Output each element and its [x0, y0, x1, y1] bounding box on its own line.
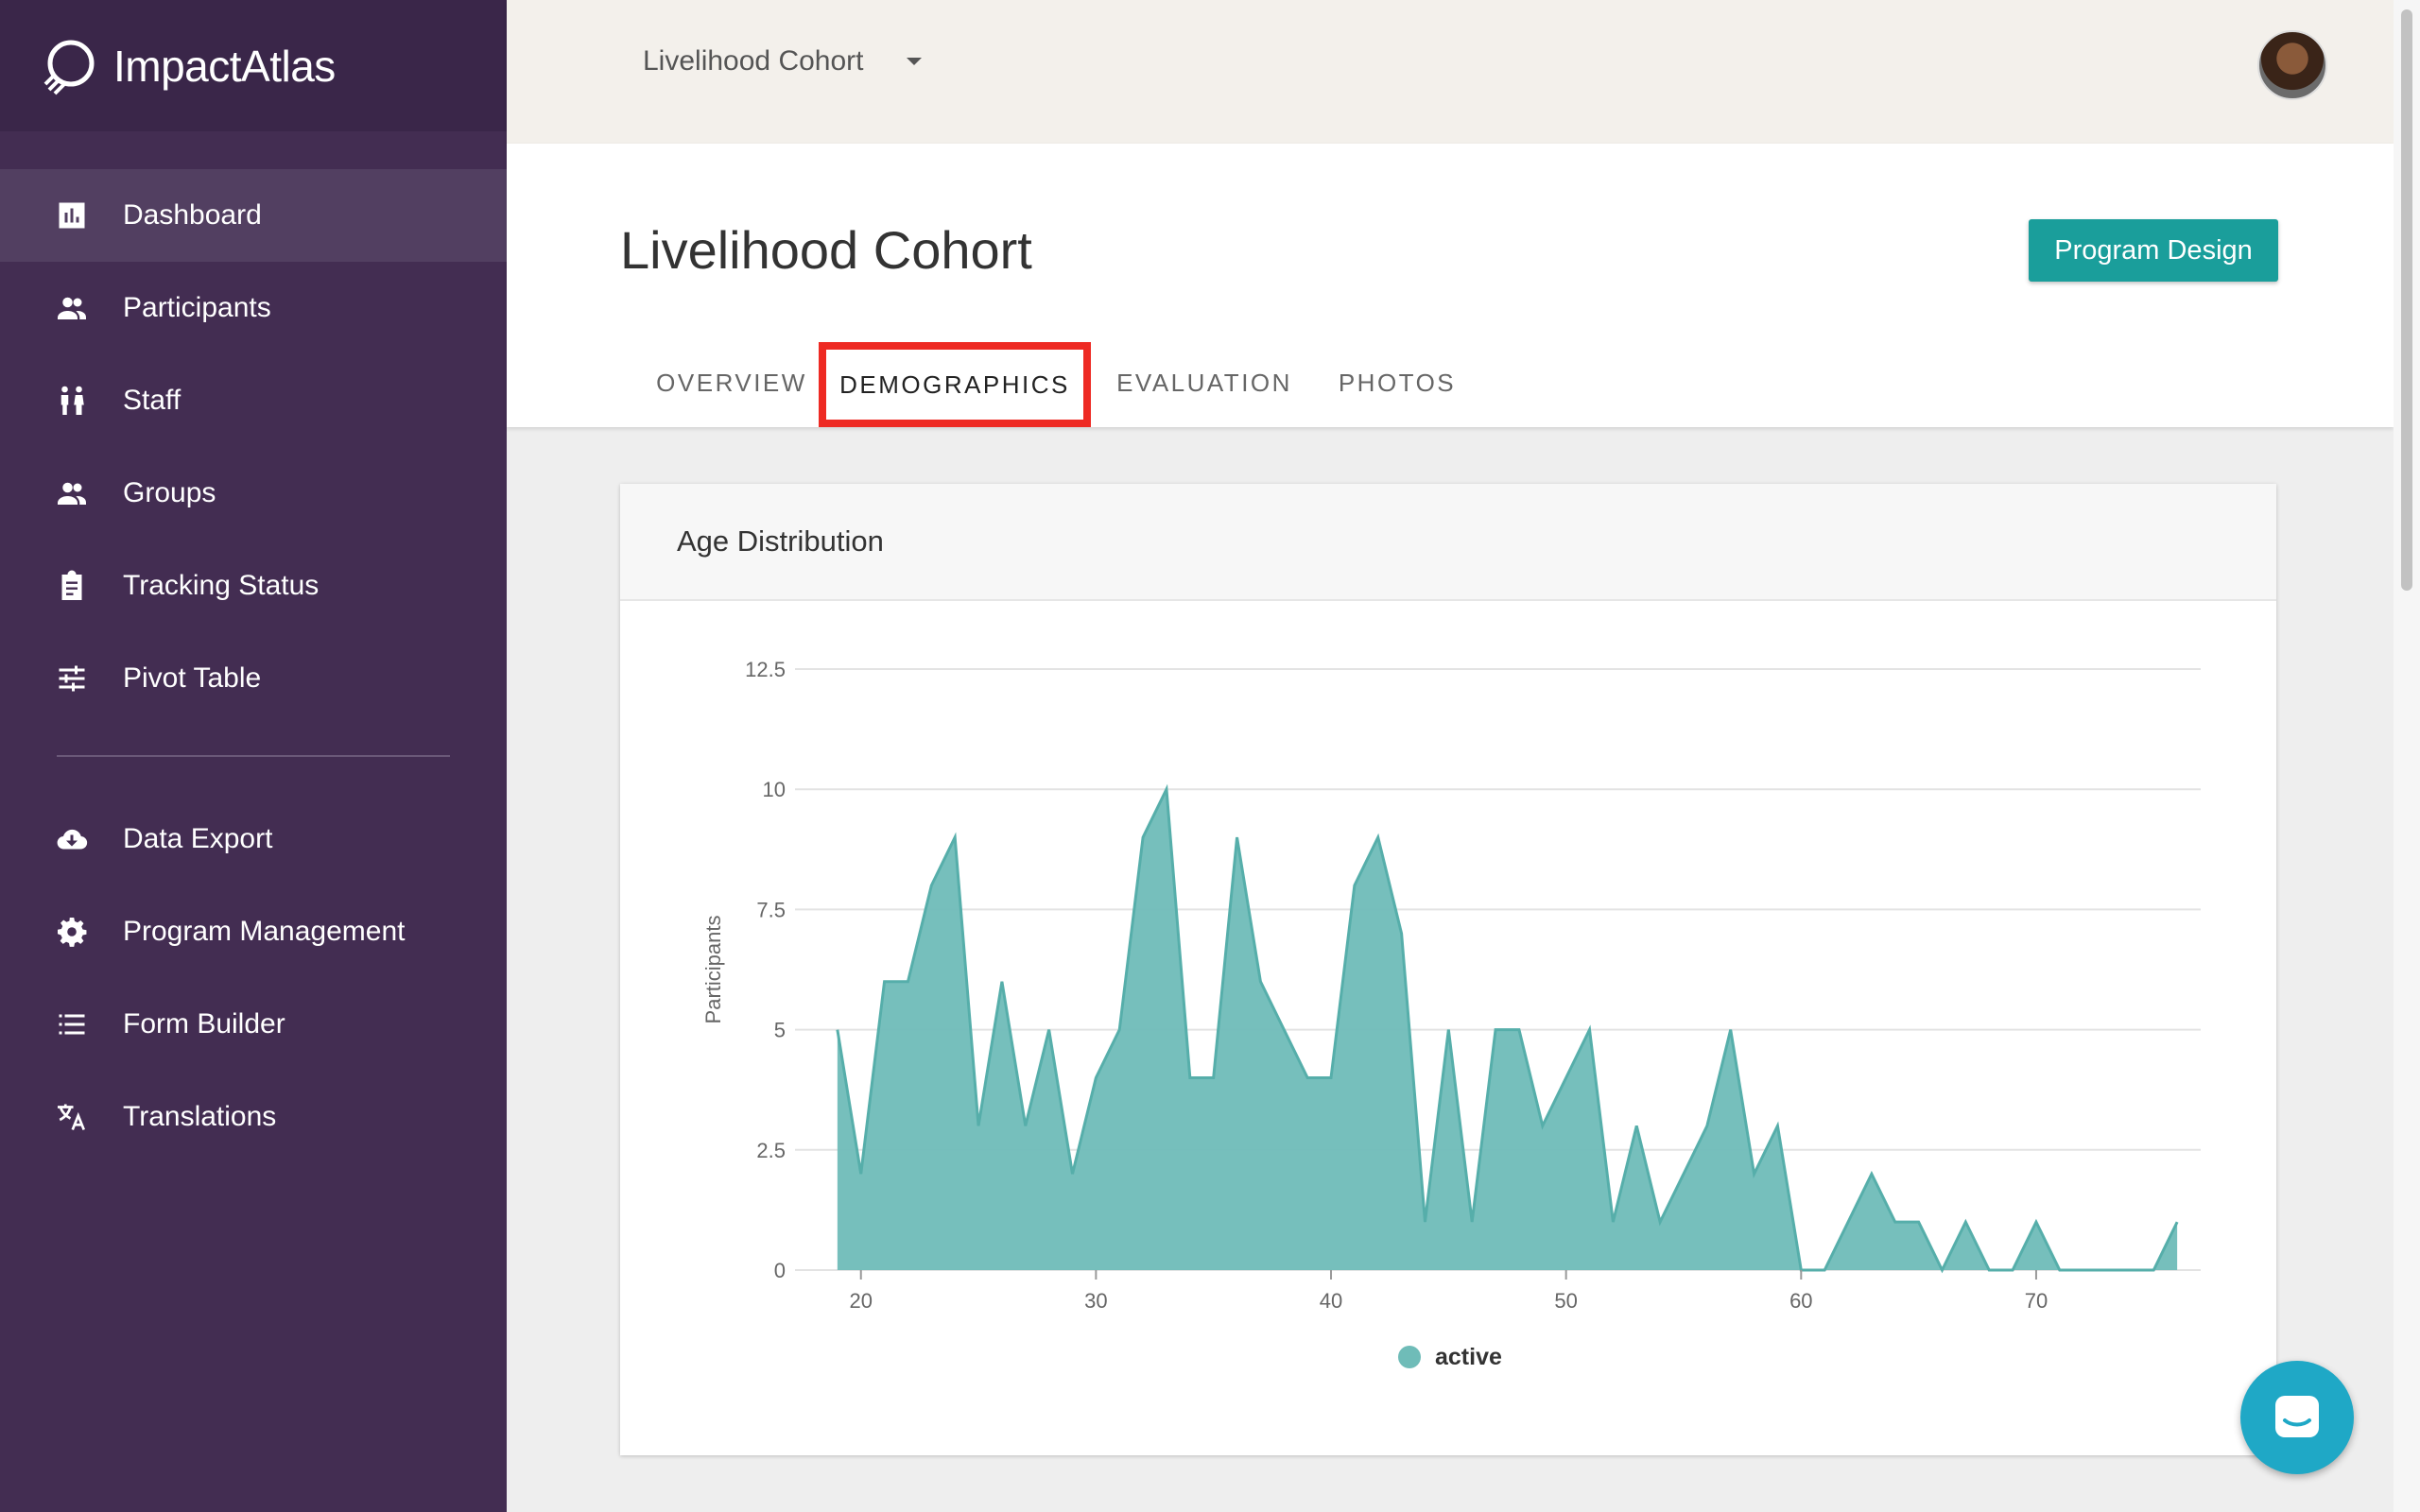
legend-label: active	[1435, 1344, 1502, 1370]
sidebar-item-label: Translations	[123, 1101, 277, 1132]
legend-marker	[1398, 1346, 1421, 1368]
y-tick-label: 0	[774, 1259, 786, 1282]
sidebar-nav: Dashboard Participants Staff Groups Trac…	[0, 169, 507, 1163]
top-bar: Livelihood Cohort	[507, 0, 2394, 144]
chat-icon	[2275, 1396, 2319, 1437]
tab-photos[interactable]: PHOTOS	[1338, 369, 1457, 397]
user-avatar[interactable]	[2257, 30, 2327, 100]
cohort-select[interactable]: Livelihood Cohort	[643, 45, 923, 77]
people-icon	[53, 289, 91, 327]
chat-widget-button[interactable]	[2240, 1361, 2354, 1474]
age-distribution-card: Age Distribution 0 2.5 5 7.5 10 12.5 20 30 40 50 6…	[620, 484, 2276, 1455]
page-title: Livelihood Cohort	[620, 220, 1032, 280]
sidebar-item-label: Pivot Table	[123, 662, 262, 694]
sidebar-item-staff[interactable]: Staff	[0, 354, 507, 447]
caret-down-icon	[907, 58, 923, 65]
tab-overview[interactable]: OVERVIEW	[656, 369, 807, 397]
y-tick-label: 7.5	[756, 898, 786, 921]
y-tick-label: 2.5	[756, 1139, 786, 1162]
y-tick-label: 12.5	[745, 658, 786, 681]
area-series-line	[836, 783, 2179, 1274]
brand[interactable]: ImpactAtlas	[0, 0, 507, 131]
sidebar-item-participants[interactable]: Participants	[0, 262, 507, 354]
page-header: Livelihood Cohort Program Design OVERVIE…	[507, 144, 2394, 427]
sidebar-item-tracking-status[interactable]: Tracking Status	[0, 540, 507, 632]
brand-name: ImpactAtlas	[113, 41, 336, 91]
age-distribution-chart: 0 2.5 5 7.5 10 12.5 20 30 40 50 60 70 Participants ac…	[701, 658, 2201, 1370]
tab-bar: OVERVIEW DEMOGRAPHICS EVALUATION PHOTOS	[507, 342, 2394, 427]
sidebar-item-label: Participants	[123, 292, 271, 323]
program-design-button[interactable]: Program Design	[2029, 219, 2278, 282]
gear-icon	[53, 913, 91, 951]
scrollbar-thumb[interactable]	[2401, 9, 2412, 591]
sidebar-item-label: Dashboard	[123, 199, 262, 231]
sidebar-item-translations[interactable]: Translations	[0, 1071, 507, 1163]
translate-icon	[53, 1098, 91, 1136]
impactatlas-logo-icon	[43, 40, 95, 94]
y-tick-label: 10	[763, 778, 786, 801]
cohort-select-value: Livelihood Cohort	[643, 45, 864, 77]
x-tick-label: 20	[849, 1289, 872, 1313]
y-tick-label: 5	[774, 1019, 786, 1042]
sidebar-item-form-builder[interactable]: Form Builder	[0, 978, 507, 1071]
tab-evaluation[interactable]: EVALUATION	[1116, 369, 1292, 397]
sidebar-item-label: Form Builder	[123, 1008, 285, 1040]
bar-chart-icon	[53, 197, 91, 234]
sidebar-item-label: Data Export	[123, 823, 273, 854]
staff-icon	[53, 382, 91, 420]
x-tick-label: 60	[1789, 1289, 1812, 1313]
sidebar-item-dashboard[interactable]: Dashboard	[0, 169, 507, 262]
list-icon	[53, 1005, 91, 1043]
sidebar-item-program-management[interactable]: Program Management	[0, 885, 507, 978]
x-tick-label: 50	[1554, 1289, 1577, 1313]
sidebar: ImpactAtlas Dashboard Participants Staff…	[0, 0, 507, 1512]
sidebar-item-label: Tracking Status	[123, 570, 320, 601]
sliders-icon	[53, 660, 91, 697]
x-tick-label: 30	[1084, 1289, 1107, 1313]
scrollbar[interactable]	[2394, 0, 2420, 1512]
sidebar-item-groups[interactable]: Groups	[0, 447, 507, 540]
clipboard-icon	[53, 567, 91, 605]
x-tick-label: 70	[2025, 1289, 2048, 1313]
card-title: Age Distribution	[620, 484, 2276, 601]
cloud-download-icon	[53, 820, 91, 858]
y-axis-label: Participants	[701, 916, 725, 1024]
sidebar-item-data-export[interactable]: Data Export	[0, 793, 507, 885]
sidebar-item-label: Staff	[123, 385, 182, 416]
tab-demographics[interactable]: DEMOGRAPHICS	[819, 342, 1091, 427]
sidebar-item-pivot-table[interactable]: Pivot Table	[0, 632, 507, 725]
sidebar-divider	[57, 755, 450, 757]
x-tick-label: 40	[1320, 1289, 1342, 1313]
groups-icon	[53, 474, 91, 512]
sidebar-item-label: Program Management	[123, 916, 406, 947]
sidebar-item-label: Groups	[123, 477, 216, 508]
